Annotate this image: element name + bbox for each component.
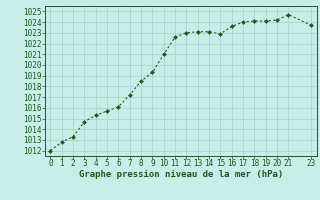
X-axis label: Graphe pression niveau de la mer (hPa): Graphe pression niveau de la mer (hPa)	[79, 170, 283, 179]
